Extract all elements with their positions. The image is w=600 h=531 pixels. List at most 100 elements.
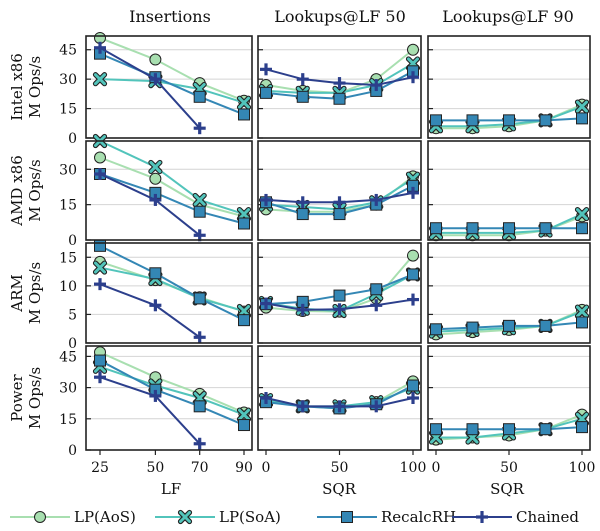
y-tick-label: 15 xyxy=(59,102,77,118)
data-point xyxy=(333,77,346,90)
x-tick-label: 90 xyxy=(235,460,253,476)
data-point xyxy=(333,303,346,316)
panel xyxy=(427,140,591,242)
legend-marker xyxy=(177,509,193,525)
data-point xyxy=(238,419,250,432)
panel xyxy=(85,31,253,139)
x-tick-label: 70 xyxy=(191,460,209,476)
data-point xyxy=(149,73,162,86)
data-point xyxy=(236,95,252,110)
series-line xyxy=(99,78,245,104)
data-point xyxy=(149,172,162,185)
data-point xyxy=(238,314,250,327)
data-point xyxy=(92,260,108,275)
data-point xyxy=(407,268,419,281)
data-point xyxy=(574,99,590,114)
data-point xyxy=(149,299,162,312)
data-point xyxy=(576,112,588,125)
data-point xyxy=(296,73,309,86)
data-point xyxy=(193,205,206,218)
row-label: AMD x86 xyxy=(8,155,26,227)
panel xyxy=(257,345,422,451)
data-point xyxy=(576,421,588,434)
data-point xyxy=(94,168,106,180)
legend-item: Chained xyxy=(452,508,579,526)
series-line xyxy=(99,365,245,416)
data-point xyxy=(503,222,515,235)
legend-label: LP(AoS) xyxy=(74,508,136,526)
data-point xyxy=(149,53,162,66)
series-line xyxy=(99,140,245,216)
panel-frame xyxy=(85,345,253,451)
data-point xyxy=(260,63,272,76)
x-axis-labels: LF SQR SQR xyxy=(161,480,525,498)
data-point xyxy=(236,407,252,422)
x-tick-label: 50 xyxy=(331,460,349,476)
data-point xyxy=(576,222,588,235)
legend-item: RecalcRH xyxy=(317,508,456,526)
data-point xyxy=(466,423,479,436)
data-point xyxy=(576,316,588,329)
x-axis-label-sqr-2: SQR xyxy=(490,480,525,498)
column-title-lookups-lf50: Lookups@LF 50 xyxy=(274,7,406,26)
data-point xyxy=(370,193,383,206)
y-tick-label: 15 xyxy=(59,198,77,214)
data-point xyxy=(370,79,383,92)
data-point xyxy=(539,319,552,332)
data-point xyxy=(503,423,515,436)
panel-frame xyxy=(85,242,253,344)
panel-frame xyxy=(257,242,422,344)
y-tick-label: 10 xyxy=(59,279,77,295)
data-point xyxy=(260,193,272,206)
legend-label: LP(SoA) xyxy=(219,508,281,526)
data-point xyxy=(94,239,106,252)
data-point xyxy=(149,389,162,402)
y-axis-unit-label: M Ops/s xyxy=(26,56,44,118)
panel xyxy=(427,345,591,451)
x-tick-label: 50 xyxy=(146,460,164,476)
data-point xyxy=(192,192,207,208)
panel xyxy=(85,239,253,344)
data-point xyxy=(238,217,250,230)
data-point xyxy=(466,321,479,334)
column-title-lookups-lf90: Lookups@LF 90 xyxy=(442,7,574,26)
panel xyxy=(85,133,253,242)
series-line xyxy=(99,156,245,218)
x-tick-label: 25 xyxy=(91,460,109,476)
data-point xyxy=(430,423,442,436)
data-point xyxy=(503,114,515,127)
panel-frame xyxy=(257,345,422,451)
series-line xyxy=(99,37,245,102)
data-point xyxy=(149,267,162,280)
y-tick-label: 45 xyxy=(59,43,77,59)
data-point xyxy=(94,278,106,291)
panel-frame xyxy=(257,35,422,139)
x-axis-label-lf: LF xyxy=(161,480,181,498)
data-point xyxy=(503,319,515,332)
data-point xyxy=(260,297,272,310)
data-point xyxy=(148,159,163,175)
data-point xyxy=(296,196,309,209)
x-tick-label: 100 xyxy=(569,460,596,476)
series-line xyxy=(99,244,245,322)
data-point xyxy=(466,222,479,235)
y-axis-unit-label: M Ops/s xyxy=(26,159,44,221)
legend-marker xyxy=(341,511,353,523)
series-line xyxy=(99,173,245,225)
series-line xyxy=(99,266,245,312)
panel xyxy=(427,35,591,139)
data-point xyxy=(333,289,346,302)
panel-frame xyxy=(427,140,591,241)
y-tick-label: 0 xyxy=(68,443,77,459)
data-point xyxy=(430,222,442,235)
data-point xyxy=(236,303,252,319)
data-point xyxy=(238,108,250,121)
data-point xyxy=(574,304,590,319)
panel-frame xyxy=(427,35,591,139)
x-tick-label: 0 xyxy=(262,460,271,476)
data-point xyxy=(574,206,590,222)
series-line xyxy=(99,351,245,414)
series-line xyxy=(99,52,245,116)
data-point xyxy=(260,392,272,404)
